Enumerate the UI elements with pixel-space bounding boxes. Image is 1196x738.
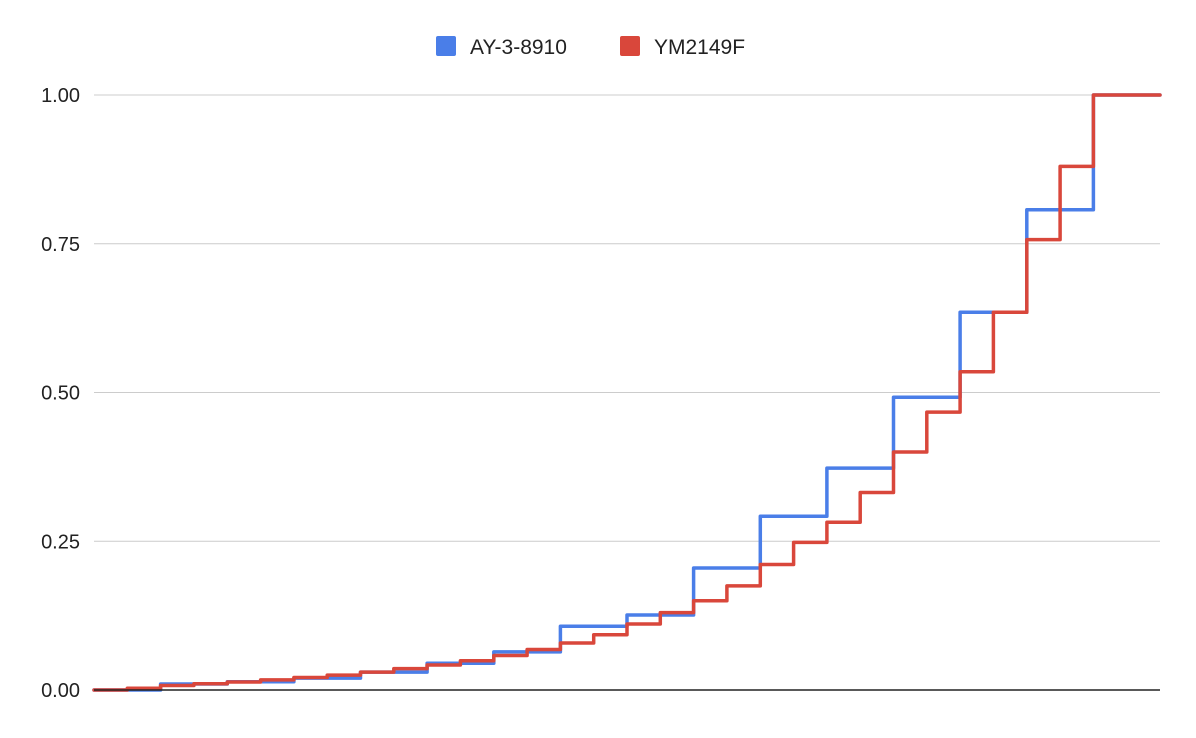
legend-swatch-ay-3-8910	[436, 36, 456, 56]
y-tick-label: 0.75	[41, 234, 80, 256]
y-tick-label: 0.50	[41, 383, 80, 405]
y-axis: 0.00 0.25 0.50 0.75 1.00	[41, 85, 80, 702]
series-layer	[92, 93, 1162, 692]
gridlines	[94, 94, 1160, 542]
legend-label-ym2149f: YM2149F	[654, 36, 745, 59]
series-line-ym2149f	[92, 93, 1162, 692]
legend-label-ay-3-8910: AY-3-8910	[470, 36, 567, 59]
y-tick-label: 0.25	[41, 531, 80, 553]
legend-swatch-ym2149f	[620, 36, 640, 56]
y-tick-label: 1.00	[41, 85, 80, 107]
y-tick-label: 0.00	[41, 680, 80, 702]
legend: AY-3-8910 YM2149F	[436, 36, 745, 59]
